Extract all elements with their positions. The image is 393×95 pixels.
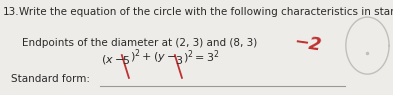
Text: −2: −2 (293, 33, 323, 55)
Text: $3$: $3$ (175, 55, 183, 66)
Text: $)^2=3^2$: $)^2=3^2$ (183, 49, 220, 66)
Text: Standard form:: Standard form: (11, 74, 90, 84)
Text: $)^2+(y-$: $)^2+(y-$ (130, 48, 177, 66)
Text: $5$: $5$ (122, 55, 130, 66)
Text: Endpoints of the diameter at (2, 3) and (8, 3): Endpoints of the diameter at (2, 3) and … (22, 38, 257, 48)
Text: $(x-$: $(x-$ (101, 53, 125, 66)
Text: 13.: 13. (3, 7, 20, 17)
Text: Write the equation of the circle with the following characteristics in standard : Write the equation of the circle with th… (19, 7, 393, 17)
